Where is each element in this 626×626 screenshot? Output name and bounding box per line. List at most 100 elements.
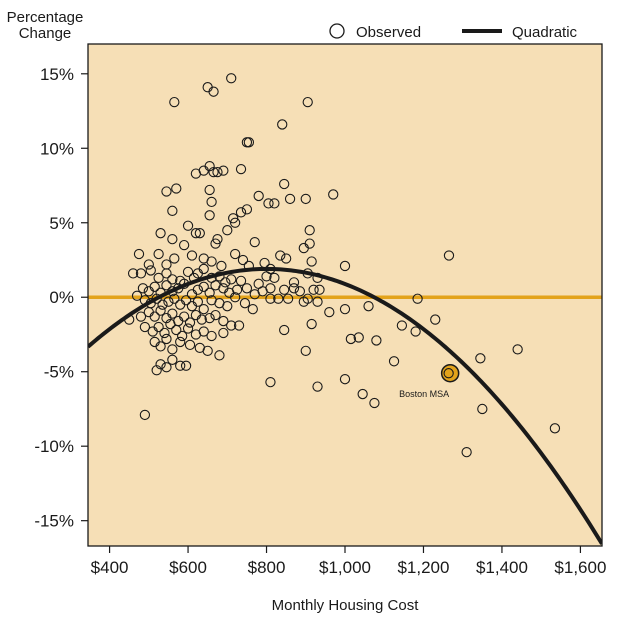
plot-background [88, 44, 602, 546]
observed-point [206, 330, 217, 342]
observed-point [443, 250, 455, 261]
observed-point [192, 296, 204, 307]
observed-point [133, 248, 145, 260]
observed-point [161, 268, 172, 279]
observed-point [204, 312, 215, 324]
observed-point [216, 260, 227, 272]
observed-point [263, 198, 274, 209]
legend-observed-symbol [329, 23, 345, 39]
observed-point [175, 336, 186, 348]
observed-point [279, 178, 290, 190]
observed-point [371, 335, 382, 346]
observed-point [277, 119, 288, 130]
quadratic-fit-group [88, 266, 602, 545]
observed-point [247, 304, 258, 315]
x-tick-label: $1,200 [397, 558, 449, 577]
observed-point [184, 317, 196, 328]
observed-point [169, 96, 180, 108]
observed-point [153, 321, 164, 333]
observed-point [388, 356, 400, 367]
x-tick-label: $1,400 [476, 558, 528, 577]
y-axis-label-line1: Percentage [7, 9, 84, 26]
y-tick-label: 10% [40, 139, 74, 158]
observed-point [182, 220, 194, 231]
observed-point [135, 268, 147, 279]
observed-point [151, 365, 162, 376]
observed-point [135, 311, 147, 322]
observed-point [127, 268, 139, 279]
observed-point [143, 259, 154, 270]
y-tick-label: -5% [44, 363, 74, 382]
x-tick-label: $400 [91, 558, 129, 577]
observed-point [153, 272, 164, 284]
observed-point [210, 238, 221, 249]
observed-point [198, 304, 209, 315]
observed-point [265, 293, 276, 304]
observed-point [206, 256, 217, 267]
observed-point [218, 165, 229, 176]
observed-point [273, 293, 284, 304]
observed-point [204, 210, 215, 221]
observed-point [139, 321, 151, 333]
observed-point [208, 166, 219, 178]
observed-point [228, 213, 239, 224]
observed-point [131, 290, 143, 301]
observed-point [186, 250, 198, 261]
observed-point [178, 239, 190, 251]
observed-point [155, 305, 166, 316]
observed-point [180, 360, 192, 371]
observed-point [284, 193, 296, 205]
observed-point [461, 447, 472, 458]
observed-point [279, 324, 290, 336]
observed-point [300, 193, 311, 205]
observed-point [308, 284, 319, 295]
x-axis-ticks: $400 $600 $800 $1,000 $1,200 $1,400 $1,600 [91, 546, 606, 577]
observed-point [229, 292, 241, 303]
observed-point [212, 233, 223, 245]
highlight-group [440, 363, 460, 383]
observed-point [198, 165, 209, 176]
observed-point [155, 228, 166, 239]
observed-point [145, 265, 156, 276]
observed-point [235, 207, 247, 218]
observed-point [167, 308, 178, 319]
observed-point [312, 381, 323, 392]
observed-point [339, 374, 351, 385]
observed-point [261, 271, 272, 282]
legend-quadratic-label: Quadratic [512, 24, 578, 41]
observed-point [233, 320, 245, 331]
observed-point [204, 184, 215, 196]
observed-point [167, 274, 178, 285]
observed-point [167, 344, 178, 355]
observed-point [430, 314, 441, 325]
observed-point [177, 330, 188, 342]
observed-point [198, 263, 209, 275]
observed-point [363, 301, 374, 312]
observed-point [182, 323, 194, 334]
observed-point [206, 196, 217, 208]
observed-point [155, 341, 166, 352]
observed-point [282, 293, 294, 304]
observed-point [175, 360, 186, 371]
observed-point [153, 248, 164, 260]
observed-point [300, 345, 311, 357]
observed-point [231, 284, 243, 295]
observed-point [149, 311, 160, 322]
observed-point [512, 344, 523, 355]
observed-point [212, 166, 223, 178]
observed-point [345, 333, 357, 345]
observed-point [279, 284, 290, 295]
observed-point [157, 299, 168, 310]
boston-msa-point-marker [443, 368, 454, 379]
observed-point [159, 327, 170, 339]
observed-point [312, 296, 323, 307]
observed-point [241, 204, 253, 215]
observed-point [222, 301, 233, 312]
observed-point [198, 326, 209, 337]
observed-point [306, 256, 317, 267]
quadratic-fit-line [88, 266, 602, 545]
observed-point [204, 287, 215, 298]
observed-point [184, 339, 196, 351]
observed-point [171, 324, 182, 336]
observed-point [226, 320, 237, 331]
